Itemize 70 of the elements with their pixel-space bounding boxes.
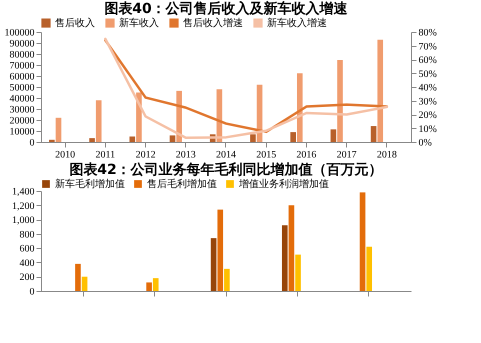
y-tick-label: 80000 [10,50,34,60]
y-tick-label: 20000 [10,116,34,126]
x-tick-label: 2017 [336,150,357,160]
bar [250,134,256,142]
y-tick-label: 400 [20,258,34,269]
bar [282,225,288,291]
y-tick-label: 1,000 [12,215,34,226]
bar [170,135,176,142]
y-tick-label: 100000 [4,28,34,38]
legend-label: 售后毛利增加值 [147,178,217,190]
y2-tick-label: 30% [418,96,437,108]
y2-tick-label: 80% [418,28,437,38]
y2-tick-label: 0% [418,138,432,148]
bar [288,205,294,291]
x-tick-label: 2013 [176,150,196,160]
y2-tick-label: 60% [418,55,437,66]
y-tick-label: 800 [20,229,34,240]
y-tick-label: 30000 [10,104,34,116]
bar [82,276,88,291]
bar [89,138,95,142]
chart-title: 图表42：公司业务每年毛利同比增加值（百万元） [69,161,383,178]
x-tick-label: 2015 [256,150,276,160]
bar [152,278,159,291]
bar [210,238,216,291]
legend-label: 增值业务利润增加值 [238,178,329,190]
bar [370,126,376,142]
x-tick-label: 2014 [216,150,236,160]
bar [290,132,296,142]
x-tick-label: 2018 [376,150,397,160]
y-tick-label: 10000 [10,126,34,138]
bar [146,282,152,291]
bar [330,129,336,142]
y-tick-label: 70000 [10,60,34,72]
x-tick-label: 2010 [55,150,76,160]
bar [224,268,230,291]
y2-tick-label: 10% [418,124,437,135]
bar [337,60,343,142]
bar [366,246,372,291]
y-tick-label: 90000 [10,38,34,50]
x-tick-label: 2012 [136,150,156,160]
x-tick-label: 2011 [96,150,116,160]
y-tick-label: 60000 [10,72,34,82]
bar [75,264,81,291]
y2-tick-label: 40% [418,82,437,94]
legend-label: 售后收入 [55,17,95,30]
legend-label: 新车毛利增加值 [55,178,125,190]
y2-tick-label: 50% [418,68,437,80]
y-tick-label: 1,200 [12,200,34,212]
y-tick-label: 40000 [10,94,34,104]
y-tick-label: 0 [30,138,34,148]
legend-label: 新车收入增速 [267,17,327,30]
chart-title: 图表40：公司售后收入及新车收入增速 [104,0,349,17]
bar [256,84,262,142]
y-tick-label: 50000 [10,82,34,94]
y2-tick-label: 70% [418,41,437,52]
legend-label: 售后收入增速 [183,17,243,30]
bar [377,40,384,142]
legend-label: 新车收入 [119,17,159,30]
y-tick-label: 600 [20,244,34,255]
x-tick-label: 2016 [296,150,316,160]
bar [360,192,366,291]
bar [217,210,224,291]
bar [56,118,62,142]
y-tick-label: 1,400 [12,186,34,198]
y-tick-label: 200 [20,272,34,284]
y2-tick-label: 20% [418,110,437,121]
bar [295,254,301,291]
y-tick-label: 0 [30,286,34,298]
bar [129,136,136,142]
bar [96,100,102,142]
